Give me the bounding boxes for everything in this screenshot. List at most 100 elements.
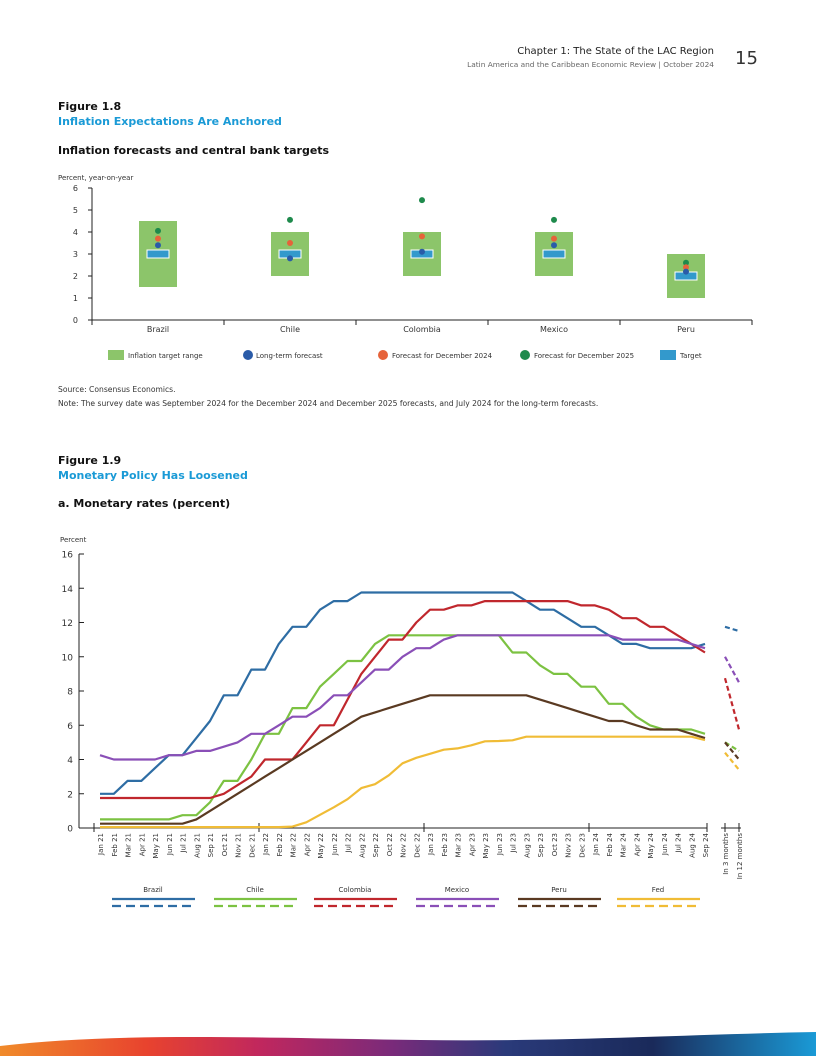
x-tick-label: Jul 22 (345, 833, 353, 854)
x-tick-label: Dec 21 (248, 833, 256, 858)
x-tick-label: Apr 21 (138, 833, 146, 856)
legend-longterm-label: Long-term forecast (256, 352, 323, 360)
x-category-label: Chile (280, 325, 300, 334)
x-tick-label: Feb 24 (606, 832, 614, 856)
y-tick-label: 4 (73, 228, 78, 237)
x-tick-label: Jun 21 (166, 833, 174, 856)
legend-range-label: Inflation target range (128, 352, 203, 360)
x-tick-label: Aug 24 (688, 832, 696, 857)
y-tick-label: 10 (62, 653, 74, 663)
figure-1-8-note: Note: The survey date was September 2024… (58, 399, 599, 408)
figure-1-8-chart-title: Inflation forecasts and central bank tar… (58, 144, 330, 157)
x-tick-label: Jan 24 (592, 832, 600, 855)
legend-dec2024-label: Forecast for December 2024 (392, 352, 493, 360)
y-axis-label: Percent (60, 536, 87, 544)
x-tick-label: Aug 23 (523, 833, 531, 858)
legend-target-swatch (660, 350, 676, 360)
forecast-dec-2025-dot (155, 227, 161, 234)
x-tick-label: Oct 23 (551, 833, 559, 856)
forecast-dec-2025-dot (419, 197, 425, 204)
x-tick-label: May 22 (317, 833, 325, 859)
forecast-dec-2025-dot (683, 259, 689, 266)
x-tick-label: Jun 24 (661, 832, 669, 856)
forecast-dec-2025-dot (551, 216, 557, 223)
x-category-label: Colombia (403, 325, 441, 334)
x-tick-label: Jul 21 (180, 833, 188, 854)
legend-label-brazil: Brazil (143, 886, 163, 894)
y-tick-label: 14 (62, 585, 74, 595)
x-tick-label: Jul 23 (510, 833, 518, 854)
x-tick-label: Apr 23 (468, 833, 476, 856)
long-term-forecast-dot (683, 268, 689, 275)
x-tick-label: Feb 23 (441, 833, 449, 857)
figure-1-9-chart-title: a. Monetary rates (percent) (58, 497, 231, 510)
y-tick-label: 16 (62, 551, 74, 561)
x-tick-label: Aug 22 (358, 833, 366, 858)
forecast-dec-2024-dot (551, 235, 557, 242)
target-marker (542, 249, 566, 259)
legend-label-fed: Fed (652, 886, 664, 894)
inflation-forecast-chart: Percent, year-on-year 0 1 2 3 4 5 6 Brazil Chile C… (58, 174, 753, 360)
x-tick-label: Jun 22 (331, 833, 339, 856)
series-line-peru (100, 694, 706, 825)
x-tick-label: Apr 24 (633, 832, 641, 856)
long-term-forecast-dot (551, 242, 557, 249)
y-tick-label: 6 (67, 722, 73, 732)
legend-label-mexico: Mexico (445, 886, 469, 894)
long-term-forecast-dot (155, 242, 161, 249)
x-tick-label: Oct 21 (221, 833, 229, 856)
x-tick-label: Jan 23 (427, 833, 435, 856)
x-tick-label: Nov 21 (235, 833, 243, 858)
x-category-label: Brazil (147, 325, 169, 334)
forecast-dec-2024-dot (155, 235, 161, 242)
x-tick-label: Mar 22 (290, 833, 298, 857)
figure-1-9-title: Monetary Policy Has Loosened (58, 469, 248, 482)
report-subtitle: Latin America and the Caribbean Economic… (467, 60, 714, 69)
x-tick-label: Sep 24 (702, 832, 710, 857)
forecast-line-mexico (724, 656, 740, 683)
decorative-color-band (0, 1032, 816, 1056)
x-tick-label: Sep 23 (537, 833, 545, 857)
x-tick-label: Nov 22 (400, 833, 408, 858)
series-line-mexico (99, 634, 706, 761)
y-tick-label: 2 (67, 790, 73, 800)
x-tick-label: Dec 23 (578, 833, 586, 858)
legend-range-swatch (108, 350, 124, 360)
forecast-dec-2024-dot (287, 240, 293, 246)
x-tick-label: Nov 23 (565, 833, 573, 858)
x-tick-label: May 23 (482, 833, 490, 859)
x-tick-label: May 24 (647, 832, 655, 858)
forecast-dec-2025-dot (287, 216, 293, 223)
y-tick-label: 6 (73, 184, 78, 193)
x-tick-label: Sep 21 (207, 833, 215, 857)
figure-1-8-source: Source: Consensus Economics. (58, 385, 176, 394)
x-tick-label: Feb 22 (276, 833, 284, 857)
forecast-dec-2024-dot (419, 233, 425, 240)
legend-label-peru: Peru (551, 886, 567, 894)
long-term-forecast-dot (419, 248, 425, 255)
x-category-label: Peru (677, 325, 695, 334)
figure-1-8-label: Figure 1.8 (58, 100, 122, 113)
legend-label-chile: Chile (246, 886, 264, 894)
x-tick-label: Mar 23 (455, 833, 463, 857)
x-tick-label: Jul 24 (675, 832, 683, 853)
legend-dec2025-label: Forecast for December 2025 (534, 352, 634, 360)
chapter-title: Chapter 1: The State of the LAC Region (517, 46, 714, 57)
forecast-x-tick-label: In 12 months (736, 833, 744, 880)
long-term-forecast-dot (287, 255, 293, 262)
monetary-rates-chart: Percent 0 2 4 6 8 10 12 14 16 Jan 21 Feb 21 Mar 21 Ap… (60, 536, 744, 908)
series-line-colombia (100, 599, 706, 800)
series-line-chile (100, 634, 706, 821)
y-tick-label: 1 (73, 294, 78, 303)
forecast-dec-2024-dot (683, 264, 689, 271)
x-tick-label: Jan 22 (262, 833, 270, 856)
figure-1-9-label: Figure 1.9 (58, 454, 122, 467)
x-tick-label: Oct 22 (386, 833, 394, 856)
y-tick-label: 12 (62, 619, 73, 629)
forecast-line-brazil (724, 625, 740, 633)
x-tick-label: Aug 21 (193, 833, 201, 858)
y-axis-label: Percent, year-on-year (58, 174, 133, 182)
forecast-line-colombia (723, 677, 741, 730)
x-tick-label: Mar 24 (620, 832, 628, 857)
y-tick-label: 8 (67, 688, 73, 698)
